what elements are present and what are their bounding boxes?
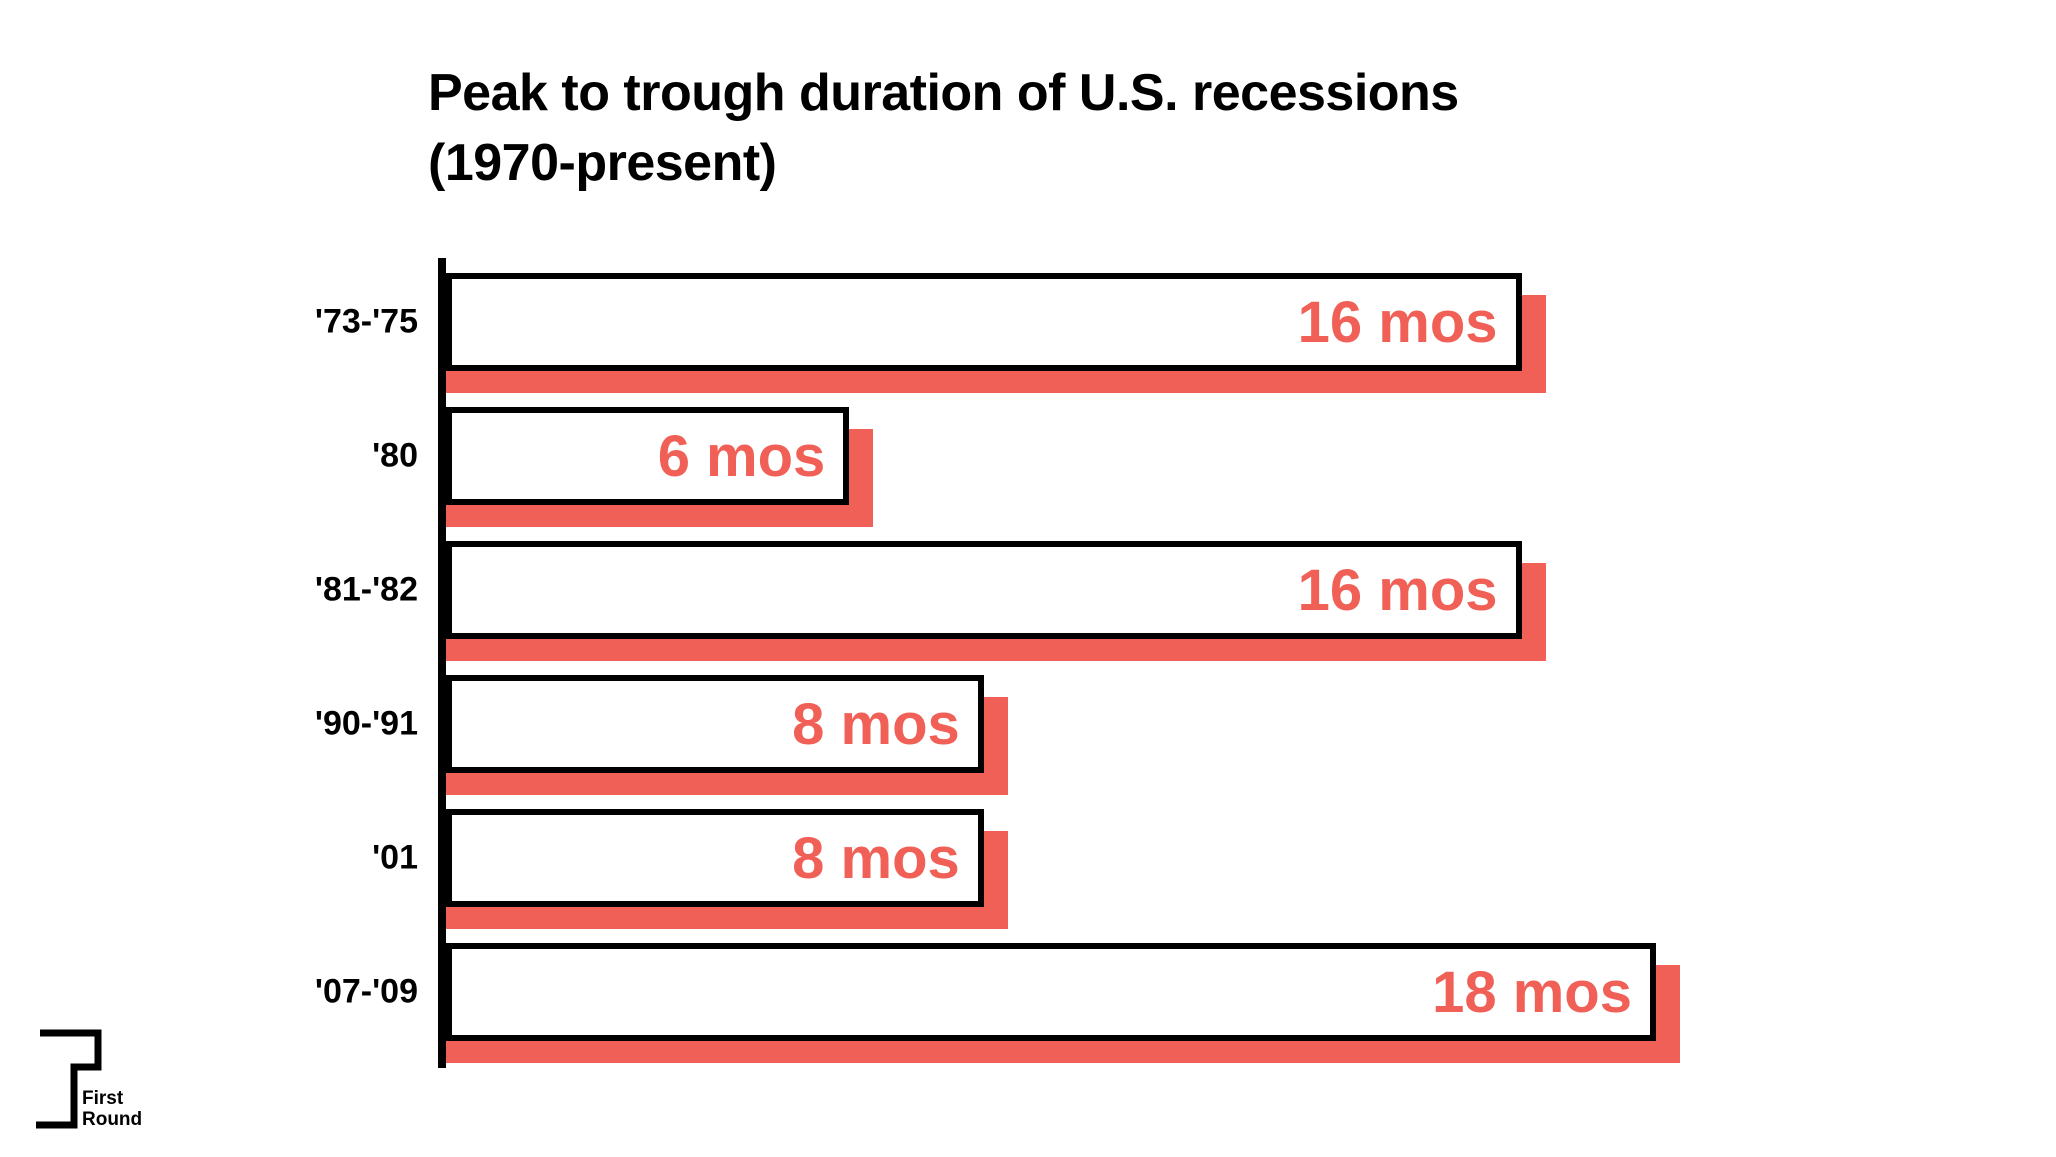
bar: 8 mos xyxy=(446,809,984,907)
logo-text-line2: Round xyxy=(82,1110,142,1131)
bar-label: '01 xyxy=(372,839,418,878)
logo-text-line1: First xyxy=(82,1089,142,1110)
bar-value: 6 mos xyxy=(658,423,826,490)
chart-title-line1: Peak to trough duration of U.S. recessio… xyxy=(428,58,1459,128)
bar-row: '806 mos xyxy=(446,407,1706,505)
bar-row: '07-'0918 mos xyxy=(446,943,1706,1041)
bar-label: '80 xyxy=(372,437,418,476)
y-axis xyxy=(438,258,446,1068)
bar-value: 16 mos xyxy=(1298,557,1498,624)
chart-area: '73-'7516 mos '806 mos '81-'8216 mos '90-'9… xyxy=(438,258,1718,1068)
bar-row: '81-'8216 mos xyxy=(446,541,1706,639)
first-round-logo: First Round xyxy=(28,1005,148,1135)
bar-label: '07-'09 xyxy=(315,973,418,1012)
chart-container: Peak to trough duration of U.S. recessio… xyxy=(0,0,2056,1157)
bar-value: 8 mos xyxy=(792,825,960,892)
bars-group: '73-'7516 mos '806 mos '81-'8216 mos '90-'9… xyxy=(446,273,1706,1077)
bar-value: 18 mos xyxy=(1432,959,1632,1026)
bar: 16 mos xyxy=(446,273,1522,371)
bar: 16 mos xyxy=(446,541,1522,639)
bar: 8 mos xyxy=(446,675,984,773)
bar-label: '81-'82 xyxy=(315,571,418,610)
bar: 6 mos xyxy=(446,407,849,505)
logo-text: First Round xyxy=(82,1089,142,1131)
bar-value: 8 mos xyxy=(792,691,960,758)
chart-title: Peak to trough duration of U.S. recessio… xyxy=(428,58,1459,198)
bar-label: '73-'75 xyxy=(315,303,418,342)
bar-row: '73-'7516 mos xyxy=(446,273,1706,371)
bar-row: '018 mos xyxy=(446,809,1706,907)
bar-row: '90-'918 mos xyxy=(446,675,1706,773)
chart-title-line2: (1970-present) xyxy=(428,128,1459,198)
bar-value: 16 mos xyxy=(1298,289,1498,356)
bar-label: '90-'91 xyxy=(315,705,418,744)
bar: 18 mos xyxy=(446,943,1656,1041)
